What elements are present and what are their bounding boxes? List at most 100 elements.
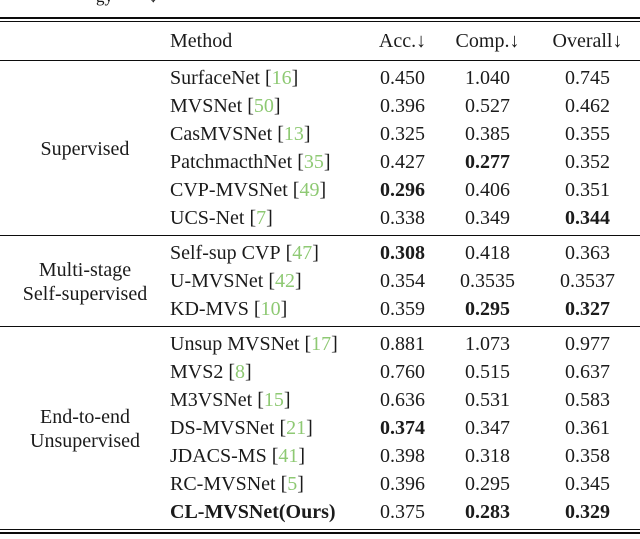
table-row: CasMVSNet [13] 0.325 0.385 0.355 [0,120,640,148]
overall-cell: 0.351 [565,178,610,201]
citation-link[interactable]: 41 [278,444,299,467]
comp-cell: 0.295 [465,297,510,320]
acc-cell: 0.636 [380,388,425,411]
citation: [7] [249,207,272,229]
citation-bracket: [ [249,206,257,229]
citation: [17] [304,333,337,355]
acc-cell: 0.308 [380,241,425,264]
category-label: Multi-stage [38,258,132,281]
citation-link[interactable]: 10 [260,297,281,320]
overall-cell: 0.329 [565,500,610,523]
comp-cell: 0.318 [465,444,510,467]
citation-link[interactable]: 47 [292,241,313,264]
citation-bracket: [ [264,66,272,89]
citation-bracket: ] [283,388,291,411]
citation-bracket: [ [280,472,288,495]
method-name: SurfaceNet [170,66,260,89]
citation-link[interactable]: 8 [235,360,246,383]
table-row: End-to-end Unsupervised Unsup MVSNet [17]… [0,327,640,452]
citation-link[interactable]: 42 [275,269,296,292]
acc-cell: 0.398 [380,444,425,467]
table-top-rule [0,17,640,22]
table-row: M3VSNet [15] 0.636 0.531 0.583 [0,386,640,414]
acc-cell: 0.325 [380,122,425,145]
method-name: Unsup MVSNet [170,332,300,355]
method-cell: Self-sup CVP [47] [170,236,365,268]
acc-cell: 0.359 [380,297,425,320]
comp-cell: 0.3535 [460,269,515,292]
comp-cell: 0.406 [465,178,510,201]
overall-cell: 0.345 [565,472,610,495]
header-category-empty [0,22,170,61]
citation-bracket: [ [247,94,254,117]
table-row: CL-MVSNet(Ours) 0.375 0.283 0.329 [0,498,640,529]
method-name: JDACS-MS [170,444,267,467]
method-cell: CVP-MVSNet [49] [170,176,365,204]
citation-bracket: [ [277,122,284,145]
comp-cell: 0.418 [465,241,510,264]
citation-link[interactable]: 49 [299,178,320,201]
citation-bracket: ] [291,66,299,89]
table-row: CVP-MVSNet [49] 0.296 0.406 0.351 [0,176,640,204]
citation-bracket: ] [319,178,327,201]
table-header: Method Acc.↓ Comp.↓ Overall↓ [0,22,640,61]
citation: [13] [277,123,310,145]
citation-bracket: ] [297,472,304,495]
acc-cell: 0.881 [380,332,425,355]
citation: [35] [297,151,330,173]
header-comp: Comp.↓ [455,29,520,52]
acc-cell: 0.374 [380,416,425,439]
citation-bracket: ] [273,94,281,117]
overall-cell: 0.637 [565,360,610,383]
comp-cell: 0.385 [465,122,510,145]
citation-bracket: [ [271,444,279,467]
citation-bracket: ] [306,416,313,439]
citation-link[interactable]: 16 [271,66,292,89]
citation-bracket: [ [304,332,312,355]
category-label: End-to-end [40,405,130,428]
citation: [21] [279,417,312,439]
acc-cell: 0.354 [380,269,425,292]
citation-bracket: [ [228,360,236,383]
citation-link[interactable]: 17 [311,332,332,355]
category-label: Self-supervised [22,282,148,305]
method-name: M3VSNet [170,388,253,411]
comp-cell: 0.295 [465,472,510,495]
clipped-caption-fragment: gy ↓ [0,0,640,17]
method-name: KD-MVS [170,297,249,320]
method-name: MVSNet [170,94,243,117]
method-cell: DS-MVSNet [21] [170,414,365,442]
citation-link[interactable]: 50 [253,94,274,117]
citation-link[interactable]: 5 [287,472,298,495]
method-name: DS-MVSNet [170,416,275,439]
category-cell: End-to-end Unsupervised [0,327,170,530]
citation-link[interactable]: 7 [256,206,267,229]
table-row: UCS-Net [7] 0.338 0.349 0.344 [0,204,640,236]
header-acc: Acc.↓ [378,29,427,52]
acc-cell: 0.296 [380,178,425,201]
table-row: MVS2 [8] 0.760 0.515 0.637 [0,358,640,386]
method-name: Self-sup CVP [170,241,281,264]
method-cell: UCS-Net [7] [170,204,365,236]
citation: [47] [286,242,319,264]
table-row: MVSNet [50] 0.396 0.527 0.462 [0,92,640,120]
method-cell: CL-MVSNet(Ours) [170,498,365,529]
results-table: Method Acc.↓ Comp.↓ Overall↓ Supervised … [0,22,640,529]
table-row: PatchmacthNet [35] 0.427 0.277 0.352 [0,148,640,176]
overall-cell: 0.352 [565,150,610,173]
citation: [41] [272,445,305,467]
citation-bracket: ] [303,122,311,145]
method-cell: KD-MVS [10] [170,295,365,327]
acc-cell: 0.396 [380,94,425,117]
citation-bracket: ] [280,297,288,320]
citation: [16] [265,67,298,89]
citation-bracket: [ [253,297,261,320]
citation: [15] [257,389,290,411]
comp-cell: 0.515 [465,360,510,383]
citation: [49] [293,179,326,201]
citation-link[interactable]: 21 [286,416,307,439]
citation-bracket: ] [266,206,273,229]
citation-link[interactable]: 15 [263,388,284,411]
citation-link[interactable]: 35 [303,150,324,173]
citation-link[interactable]: 13 [283,122,304,145]
